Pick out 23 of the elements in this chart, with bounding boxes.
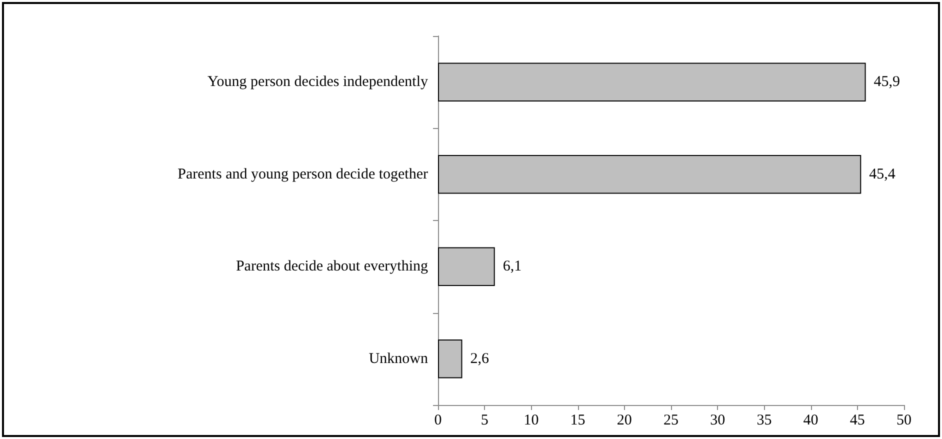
y-tick-label: Young person decides independently [207, 74, 428, 90]
x-tick-label: 35 [756, 412, 772, 428]
x-tick-label: 10 [524, 412, 539, 428]
x-tick-label: 5 [480, 412, 488, 428]
data-label: 45,9 [874, 74, 900, 90]
x-tick-label: 20 [616, 412, 632, 428]
x-tick-label: 30 [710, 412, 726, 428]
y-tick-label: Parents decide about everything [236, 258, 428, 275]
data-label: 2,6 [470, 350, 490, 367]
x-tick-label: 0 [434, 412, 442, 428]
bar [438, 155, 862, 194]
bar [438, 62, 866, 102]
y-tick-label: Unknown [368, 350, 428, 367]
bar [438, 340, 462, 378]
x-tick-label: 15 [570, 412, 586, 428]
bar [438, 247, 495, 286]
x-tick-label: 50 [896, 412, 912, 428]
x-tick-label: 40 [803, 412, 818, 428]
x-tick-label: 25 [664, 412, 678, 428]
x-tick-label: 45 [850, 412, 865, 428]
data-label: 45,4 [869, 166, 896, 182]
data-label: 6,1 [502, 258, 522, 275]
y-tick-label: Parents and young person decide together [178, 166, 428, 182]
